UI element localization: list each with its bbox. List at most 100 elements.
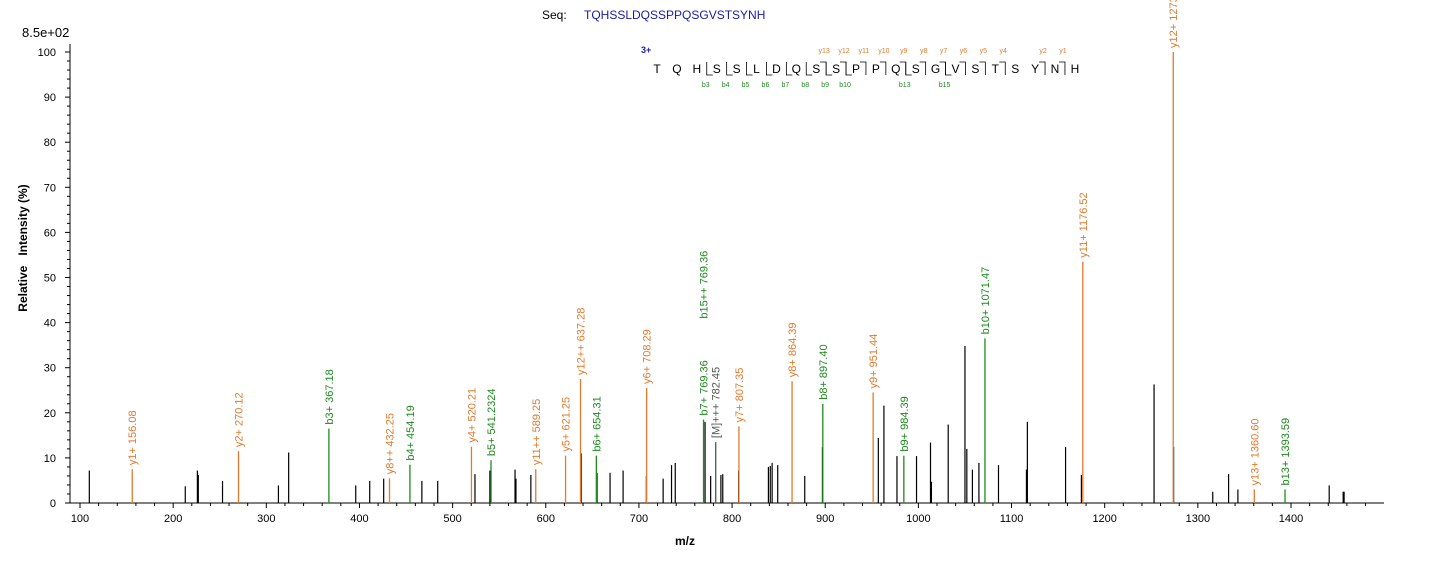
b-fragment-label: b15	[939, 82, 951, 89]
unassigned-peaks	[88, 346, 1345, 503]
sequence-residue: S	[713, 62, 721, 76]
plot-axes	[69, 44, 1384, 504]
x-tick-label: 700	[630, 513, 648, 525]
y-fragment-marker	[959, 61, 966, 75]
y-tick-label: 70	[44, 182, 56, 194]
peak-label: b15++ 769.36	[699, 251, 711, 319]
y-tick-label: 80	[44, 137, 56, 149]
peak-label: y5+ 621.25	[561, 397, 573, 452]
y-fragment-label: y12	[838, 48, 849, 55]
peak-label: y11++ 589.25	[531, 399, 543, 465]
sequence-residue: N	[1051, 62, 1060, 76]
sequence-residue: P	[872, 62, 880, 76]
sequence-residue: P	[852, 62, 860, 76]
sequence-residue: T	[992, 62, 1000, 76]
x-tick-label: 1100	[1000, 513, 1024, 525]
y-fragment-marker	[879, 61, 887, 75]
sequence-residue: V	[951, 62, 959, 76]
peak-label: b3+ 367.18	[324, 369, 336, 424]
charge-state: 3+	[641, 45, 651, 55]
y-fragment-marker	[999, 61, 1006, 75]
y-tick-label: 20	[44, 408, 56, 420]
sequence-residue: G	[931, 62, 940, 76]
b-fragment-marker	[845, 62, 853, 76]
y-fragment-label: y7	[940, 48, 948, 55]
annotated-peaks: y1+ 156.08 y2+ 270.12 b3+ 367.18 y8++ 432.2…	[127, 0, 1292, 503]
y-fragment-marker	[1039, 61, 1046, 75]
y-tick-label: 10	[44, 453, 56, 465]
b-fragment-marker	[945, 62, 952, 76]
b-fragment-marker	[766, 62, 773, 76]
peak-label: b5+ 541.2324	[486, 389, 498, 457]
sequence-residue: T	[653, 62, 661, 76]
y-tick-label: 100	[38, 47, 56, 59]
peak-label: y9+ 951.44	[868, 334, 880, 389]
sequence-residue: Q	[792, 62, 801, 76]
x-tick-label: 400	[350, 513, 368, 525]
sequence-residue: S	[812, 62, 820, 76]
y-fragment-marker	[840, 61, 847, 75]
sequence-residue: S	[912, 62, 920, 76]
sequence-residue: S	[971, 62, 979, 76]
y-fragment-label: y6	[960, 48, 968, 55]
b-fragment-label: b6	[762, 82, 770, 89]
peak-label: y8+ 864.39	[787, 322, 799, 377]
x-tick-label: 900	[816, 513, 834, 525]
peak-label: y12+ 1273.59	[1168, 0, 1180, 48]
y-fragment-label: y2	[1039, 48, 1047, 55]
sequence-residue: S	[733, 62, 741, 76]
peak-label: b8+ 897.40	[818, 344, 830, 399]
peak-label: y6+ 708.29	[642, 329, 654, 384]
b-fragment-marker	[706, 62, 713, 76]
peak-label: b6+ 654.31	[591, 396, 603, 451]
sequence-residue: S	[1011, 62, 1019, 76]
x-tick-label: 200	[164, 513, 182, 525]
sequence-residue: H	[692, 62, 701, 76]
b-fragment-marker	[825, 62, 833, 76]
peak-label: y13+ 1360.60	[1249, 418, 1261, 485]
y-axis-title: Relative Intensity (%)	[16, 184, 30, 311]
y-fragment-marker	[919, 61, 927, 75]
y-fragment-marker	[979, 61, 986, 75]
y-tick-label: 0	[50, 498, 56, 510]
sequence-residue: Q	[891, 62, 900, 76]
y-fragment-label: y4	[1000, 48, 1008, 55]
y-axis-ticks: 0 10 20 30 40 50 60 70 80 90 100	[38, 47, 70, 510]
y-tick-label: 40	[44, 318, 56, 330]
y-fragment-label: y8	[920, 48, 928, 55]
y-fragment-label: y13	[819, 48, 830, 55]
x-tick-label: 600	[537, 513, 555, 525]
sequence-residue: Y	[1031, 62, 1039, 76]
b-fragment-label: b8	[801, 82, 809, 89]
peak-label: y8++ 432.25	[385, 413, 397, 474]
y-tick-label: 50	[44, 273, 56, 285]
sequence-residue: D	[772, 62, 781, 76]
x-tick-label: 1300	[1186, 513, 1210, 525]
b-fragment-label: b5	[742, 82, 750, 89]
peak-label: [M]+++ 782.45	[711, 367, 723, 438]
seq-label: Seq:	[542, 8, 567, 22]
y-fragment-label: y5	[980, 48, 988, 55]
b-fragment-marker	[726, 62, 733, 76]
x-tick-label: 1200	[1092, 513, 1116, 525]
x-tick-label: 1400	[1279, 513, 1303, 525]
peak-label: b4+ 454.19	[405, 405, 417, 460]
peak-label: y4+ 520.21	[466, 388, 478, 443]
y-fragment-label: y11	[859, 48, 870, 55]
y-fragment-marker	[820, 61, 827, 75]
y-fragment-marker	[899, 61, 907, 75]
peak-label: y1+ 156.08	[127, 410, 139, 465]
b-fragment-marker	[785, 62, 793, 76]
x-tick-label: 1000	[906, 513, 930, 525]
seq-value: TQHSSLDQSSPPQSGVSTSYNH	[584, 8, 765, 22]
x-tick-label: 800	[723, 513, 741, 525]
max-intensity-label: 8.5e+02	[22, 25, 69, 40]
x-axis-title: m/z	[675, 534, 695, 548]
peak-label: y7+ 807.35	[734, 368, 746, 423]
sequence-residue: H	[1071, 62, 1080, 76]
x-axis-ticks: 100 200 300 400 500 600 700 800 900 1000 1100 1200 1…	[71, 503, 1367, 525]
b-fragment-marker	[805, 62, 813, 76]
peak-label: y11+ 1176.52	[1078, 192, 1090, 257]
